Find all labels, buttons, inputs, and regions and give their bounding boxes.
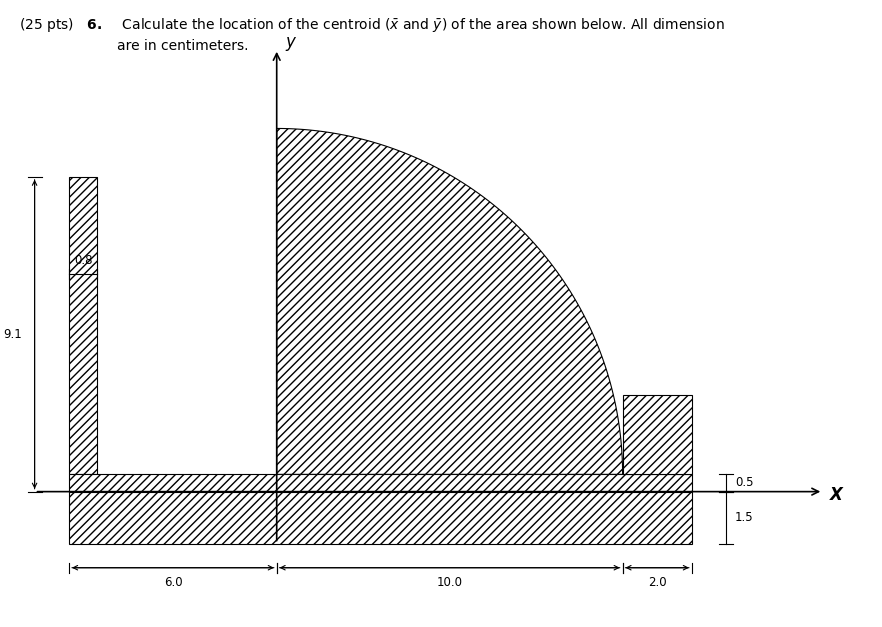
Text: 1.5: 1.5 — [735, 511, 753, 524]
Text: 0.8: 0.8 — [74, 254, 93, 267]
Text: 2.0: 2.0 — [648, 576, 667, 589]
Polygon shape — [69, 492, 691, 544]
Polygon shape — [69, 475, 691, 492]
Text: are in centimeters.: are in centimeters. — [117, 39, 249, 53]
Text: X: X — [830, 486, 843, 504]
Text: 6.0: 6.0 — [164, 576, 183, 589]
Polygon shape — [623, 395, 691, 475]
Polygon shape — [69, 177, 97, 475]
Text: 10.0: 10.0 — [437, 576, 463, 589]
Text: 9.1: 9.1 — [4, 328, 22, 340]
Text: 0.5: 0.5 — [735, 477, 753, 490]
Text: (25 pts)   $\mathbf{6.}$    Calculate the location of the centroid ($\bar{x}$ an: (25 pts) $\mathbf{6.}$ Calculate the loc… — [19, 16, 725, 34]
Polygon shape — [277, 129, 623, 475]
Text: y: y — [286, 33, 295, 51]
